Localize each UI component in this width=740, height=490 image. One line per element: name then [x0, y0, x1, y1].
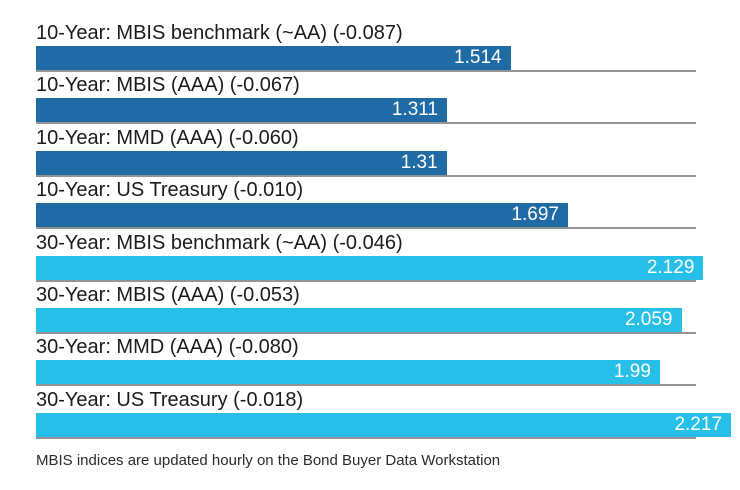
axis-baseline [36, 436, 696, 439]
bar: 2.129 [36, 255, 704, 280]
chart-footnote: MBIS indices are updated hourly on the B… [36, 452, 501, 470]
bar-category-label: 10-Year: MBIS (AAA) (-0.067) [36, 74, 300, 97]
bar: 1.514 [36, 46, 511, 70]
axis-baseline [36, 122, 696, 125]
bar-category-label: 10-Year: MMD (AAA) (-0.060) [36, 126, 299, 149]
bar-track: 1.697 [36, 203, 740, 230]
bar-value-label: 1.31 [400, 151, 438, 173]
bar-rows-container: 10-Year: MBIS benchmark (~AA) (-0.087) 1… [36, 20, 740, 439]
bar-row: 10-Year: MMD (AAA) (-0.060) 1.31 [36, 125, 740, 177]
bar-category-label: 30-Year: MBIS benchmark (~AA) (-0.046) [36, 231, 403, 254]
axis-baseline [36, 331, 696, 334]
bar-value-label: 2.129 [646, 256, 695, 278]
bar-category-label: 10-Year: US Treasury (-0.010) [36, 179, 304, 202]
bar-value-label: 1.311 [391, 99, 438, 121]
axis-baseline [36, 70, 696, 72]
bar-row: 10-Year: US Treasury (-0.010) 1.697 [36, 177, 740, 230]
bar-track: 2.129 [36, 255, 740, 282]
bar-value-label: 1.697 [511, 204, 559, 226]
bar-category-label: 30-Year: MBIS (AAA) (-0.053) [36, 283, 300, 306]
bar-row: 10-Year: MBIS (AAA) (-0.067) 1.311 [36, 72, 740, 125]
axis-baseline [36, 384, 696, 387]
bar-category-label: 30-Year: US Treasury (-0.018) [36, 388, 304, 411]
bar: 1.31 [36, 150, 447, 175]
bar-category-label: 10-Year: MBIS benchmark (~AA) (-0.087) [36, 22, 403, 44]
bar-value-label: 1.514 [454, 47, 502, 68]
bar: 2.217 [36, 412, 731, 437]
bar-value-label: 1.99 [613, 361, 651, 383]
bar-track: 1.514 [36, 46, 740, 72]
bar: 1.311 [36, 98, 447, 123]
bar-row: 30-Year: MBIS (AAA) (-0.053) 2.059 [36, 282, 740, 334]
bar-track: 1.31 [36, 150, 740, 177]
bar-row: 30-Year: US Treasury (-0.018) 2.217 [36, 387, 740, 439]
bar-category-label: 30-Year: MMD (AAA) (-0.080) [36, 336, 299, 359]
bar: 2.059 [36, 307, 682, 332]
bar-track: 1.99 [36, 360, 740, 387]
bar-track: 2.059 [36, 307, 740, 334]
bar-track: 2.217 [36, 412, 740, 439]
bar-row: 30-Year: MBIS benchmark (~AA) (-0.046) 2… [36, 230, 740, 282]
bar-row: 10-Year: MBIS benchmark (~AA) (-0.087) 1… [36, 20, 740, 72]
axis-baseline [36, 174, 696, 177]
bar-track: 1.311 [36, 98, 740, 125]
bar-value-label: 2.059 [624, 308, 673, 330]
bar: 1.99 [36, 360, 660, 385]
bar: 1.697 [36, 203, 568, 228]
bar-row: 30-Year: MMD (AAA) (-0.080) 1.99 [36, 334, 740, 387]
axis-baseline [36, 227, 696, 230]
axis-baseline [36, 279, 696, 282]
bar-value-label: 2.217 [674, 413, 722, 435]
